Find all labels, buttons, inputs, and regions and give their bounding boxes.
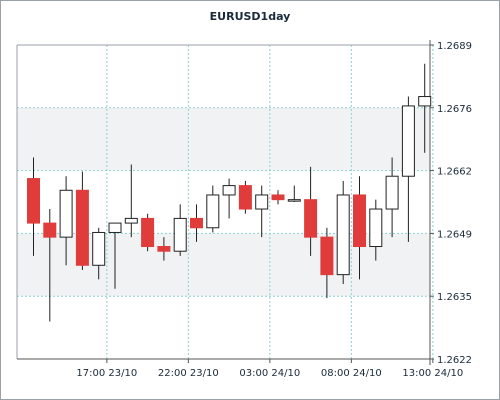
candle-body [287, 199, 301, 202]
candle-body [141, 217, 155, 248]
candle [157, 237, 171, 261]
candle-body [255, 194, 269, 210]
candle [27, 157, 40, 256]
candle-body [92, 231, 106, 266]
x-axis-ticks: 17:00 23/10 22:00 23/10 03:00 24/10 08:00 2… [76, 359, 463, 379]
x-tick-label: 08:00 24/10 [321, 368, 382, 379]
y-tick-label: 1.2649 [437, 229, 472, 240]
candle [320, 227, 334, 299]
candle-body [271, 194, 285, 201]
candle [190, 204, 203, 242]
candle [124, 164, 138, 238]
candle-body [222, 185, 236, 196]
candle-body [108, 222, 122, 233]
candle-body [418, 96, 432, 107]
x-tick-label: 03:00 24/10 [239, 368, 300, 379]
candle-body [238, 185, 252, 210]
y-tick-label: 1.2635 [437, 292, 472, 303]
chart-title: EURUSD1day [209, 10, 291, 23]
candle [173, 204, 187, 256]
candle [255, 185, 269, 238]
x-tick-label: 13:00 24/10 [402, 368, 463, 379]
candle-body [75, 189, 89, 266]
candle [336, 180, 350, 285]
candle [206, 185, 220, 233]
candle [271, 190, 285, 205]
candle [238, 180, 252, 214]
candle-body [369, 208, 383, 248]
grid-band [17, 107, 430, 171]
candle [141, 213, 155, 252]
candle-body [320, 236, 334, 276]
candle [222, 178, 236, 219]
candle [75, 171, 89, 270]
candle [304, 166, 318, 256]
candle [108, 222, 122, 289]
y-axis-ticks: 1.2689 1.2676 1.2662 1.2649 1.2635 1.2622 [430, 41, 472, 366]
candle [43, 209, 57, 322]
candle-body [336, 194, 350, 276]
y-tick-label: 1.2622 [437, 355, 472, 366]
candle-body [59, 189, 73, 238]
candle [92, 227, 106, 280]
axes [16, 40, 431, 365]
candle [385, 157, 399, 238]
candle-body [385, 175, 399, 210]
x-tick-label: 22:00 23/10 [158, 368, 219, 379]
candle-body [401, 105, 415, 177]
candle-body [353, 194, 366, 248]
candle [287, 185, 301, 202]
candle [59, 176, 73, 266]
candle [369, 199, 383, 261]
candle-body [173, 217, 187, 252]
candle [353, 176, 366, 280]
candle-body [190, 217, 203, 229]
candle [418, 63, 432, 153]
x-tick-label: 17:00 23/10 [76, 368, 137, 379]
candle [401, 96, 415, 242]
candle-body [304, 199, 318, 238]
candle-body [157, 246, 171, 252]
candle-body [124, 217, 138, 224]
y-tick-label: 1.2676 [437, 104, 472, 115]
candles [27, 63, 432, 322]
candle-body [27, 178, 40, 224]
y-tick-label: 1.2689 [437, 41, 472, 52]
y-tick-label: 1.2662 [437, 167, 472, 178]
candle-body [206, 194, 220, 229]
candle-body [43, 222, 57, 238]
